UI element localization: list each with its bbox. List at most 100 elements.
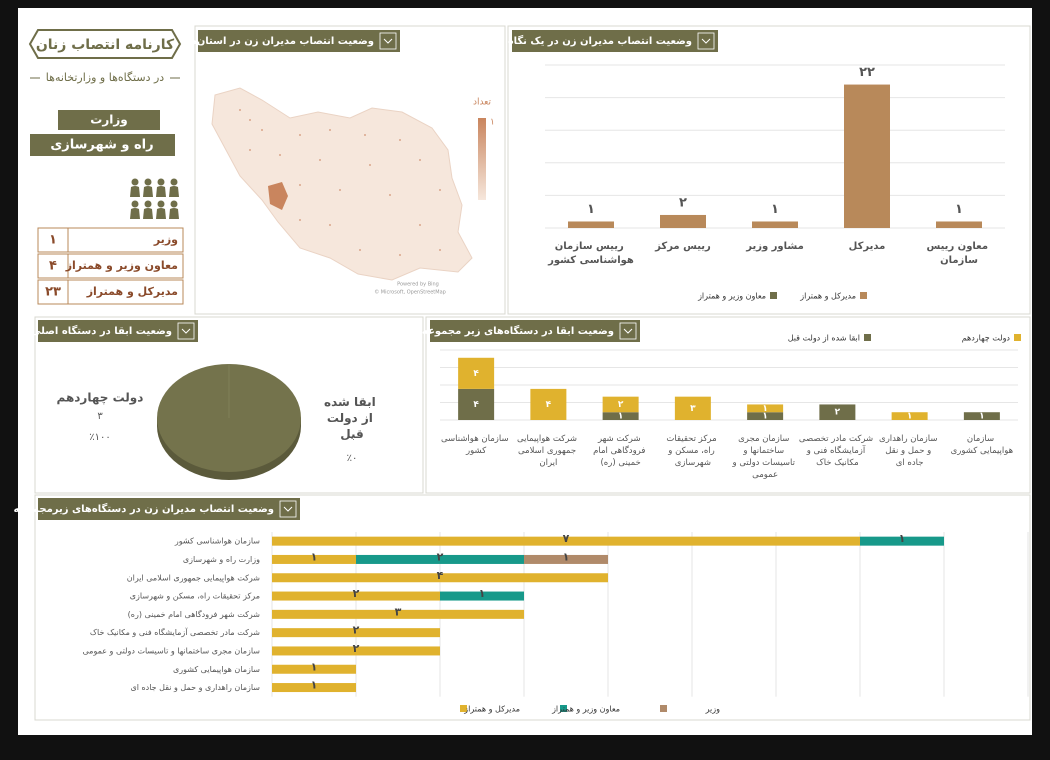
map-dot — [261, 129, 263, 131]
header-chevron — [279, 500, 297, 518]
value-label: ۱ — [771, 202, 779, 217]
map-dot — [249, 119, 251, 121]
bar-segment — [458, 388, 495, 420]
value-label: ۴ — [473, 369, 479, 379]
bar — [844, 84, 890, 228]
person-body — [143, 186, 153, 197]
slice-count: ۳ — [97, 411, 103, 422]
x-tick-label: سازمان هواپیمایی کشوری — [951, 434, 1014, 456]
person-head — [144, 200, 152, 208]
slice-label: دولت چهاردهم — [57, 391, 144, 406]
legend-label: دولت چهاردهم — [962, 334, 1011, 343]
legend-label: معاون وزیر و همتراز — [551, 705, 620, 714]
legend-label: مدیرکل و همتراز — [463, 705, 520, 714]
label-line: از دولت — [327, 411, 377, 426]
label-line: سازمان راهداری — [879, 434, 940, 444]
value-label: ۱ — [479, 587, 486, 600]
bar — [936, 221, 982, 228]
label-line: هواپیمایی کشوری — [951, 446, 1014, 456]
label-line: معاون رییس — [926, 241, 991, 252]
header-chevron — [177, 322, 195, 340]
value-label: ۱ — [979, 412, 985, 422]
legend-label: مدیرکل و همتراز — [799, 292, 856, 301]
map — [211, 87, 473, 281]
label-line: رییس سازمان — [555, 241, 628, 252]
person-body — [156, 208, 166, 219]
ministry-name: راه و شهرسازی — [50, 138, 153, 153]
panel-header — [512, 30, 718, 52]
map-dot — [364, 134, 366, 136]
person-head — [144, 178, 152, 186]
table-cell — [67, 253, 184, 279]
label-line: خمینی (ره) — [600, 458, 640, 468]
y-tick-label: مرکز تحقیقات راه، مسکن و شهرسازی — [130, 592, 260, 601]
ministry-box — [30, 134, 175, 156]
map-dot — [299, 219, 301, 221]
map-credit: Powered by Bing — [397, 282, 439, 288]
x-tick-label: مدیرکل — [849, 241, 886, 252]
bar-segment — [747, 412, 784, 420]
bar-segment — [272, 573, 608, 583]
label-line: رییس مرکز — [654, 241, 711, 252]
chevron — [701, 38, 711, 44]
x-tick-label: مرکز تحقیقات راه، مسکن و شهرسازی — [666, 434, 719, 468]
chevron — [383, 38, 393, 44]
bar-segment — [602, 412, 639, 420]
table-label: معاون وزیر و همتراز — [65, 259, 178, 272]
label-line: جاده ای — [896, 458, 924, 468]
bar-panel — [507, 25, 1031, 315]
ministry-label: وزارت — [90, 113, 127, 128]
map-dot — [389, 194, 391, 196]
header-chevron — [697, 32, 715, 50]
map-dot — [359, 249, 361, 251]
value-label: ۱ — [587, 202, 595, 217]
label-line: تاسیسات دولتی و — [732, 458, 798, 468]
x-tick-label: سازمان هواشناسی کشور — [441, 434, 511, 456]
value-label: ۱ — [955, 202, 963, 217]
value-label: ۱ — [563, 550, 570, 563]
bar-segment — [272, 664, 356, 674]
value-label: ۱ — [311, 550, 318, 563]
legend-swatch — [860, 292, 867, 299]
x-tick-label: شرکت مادر تخصصی آزمایشگاه فنی و مکانیک خ… — [799, 434, 876, 468]
value-label: ۲ — [353, 642, 360, 655]
legend-swatch — [560, 705, 567, 712]
y-tick-label: سازمان هواشناسی کشور — [174, 537, 260, 546]
map-dot — [249, 149, 251, 151]
legend-swatch — [1014, 334, 1021, 341]
panel-title: وضعیت ابقا در دستگاه‌های زیر مجموعه — [422, 324, 614, 337]
label-line: فرودگاهی امام — [593, 445, 648, 456]
map-dot — [419, 224, 421, 226]
table-cell — [37, 253, 69, 279]
legend-label: معاون وزیر و همتراز — [697, 292, 766, 301]
value-label: ۱ — [762, 412, 768, 422]
label-line: سازمان — [940, 255, 978, 266]
chevron — [283, 506, 293, 512]
value-label: ۴ — [546, 400, 552, 410]
label-line: جمهوری اسلامی — [518, 446, 579, 456]
label-line: آزمایشگاه فنی و — [806, 444, 868, 456]
map-dot — [369, 164, 371, 166]
label-line: شرکت هواپیمایی — [517, 434, 580, 444]
x-tick-label: مشاور وزیر — [745, 241, 804, 252]
label-line: سازمان مجری — [738, 434, 792, 444]
map-legend-title: تعداد — [473, 98, 492, 108]
stacked-panel — [425, 316, 1031, 494]
value-label: ۱ — [311, 679, 318, 692]
bar — [568, 221, 614, 228]
bar-segment — [674, 396, 711, 420]
label-line: ساختمانها و — [742, 446, 786, 456]
value-label: ۳ — [395, 605, 402, 618]
value-label: ۱ — [762, 404, 768, 414]
bar-segment — [356, 554, 524, 564]
value-label: ۱ — [311, 660, 318, 673]
table-label: وزیر — [153, 233, 178, 246]
map-legend-max: ۱ — [490, 118, 495, 128]
bar-segment — [524, 554, 608, 564]
x-tick-label: سازمان راهداری و حمل و نقل جاده ای — [879, 434, 940, 468]
person-body — [156, 186, 166, 197]
panel-title: وضعیت ابقا در دستگاه اصلی — [31, 324, 172, 337]
map-dot — [279, 154, 281, 156]
person-head — [131, 178, 139, 186]
map-dot — [319, 159, 321, 161]
